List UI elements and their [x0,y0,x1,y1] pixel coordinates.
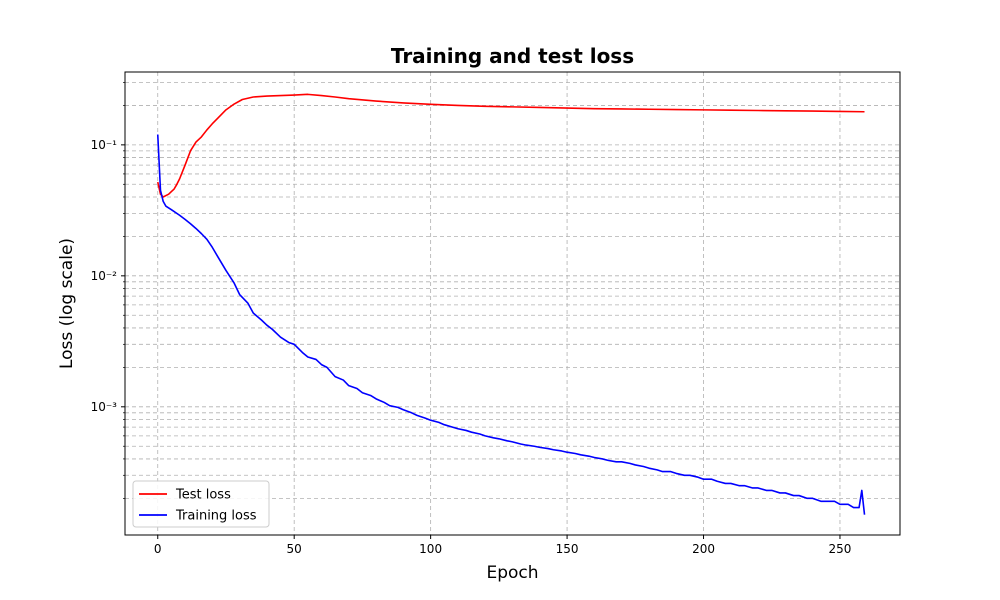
plot-frame [124,71,901,536]
grid [125,72,900,535]
x-tick-label: 0 [154,542,162,556]
y-tick-label: 10⁻³ [91,400,118,414]
series-line-training-loss [156,134,866,515]
x-tick-label: 150 [556,542,579,556]
y-tick-label: 10⁻¹ [91,138,118,152]
x-tick-label: 250 [829,542,852,556]
y-axis-title: Loss (log scale) [57,238,77,369]
series-layer [156,93,866,515]
x-tick-label: 100 [419,542,442,556]
legend-label: Training loss [175,509,257,524]
axes: 0 50 100 150 200 250 10⁻³ 10⁻² 10⁻¹ [91,82,852,556]
x-axis-title: Epoch [486,563,538,583]
x-tick-label: 50 [287,542,302,556]
x-tick-label: 200 [692,542,715,556]
legend: Test loss Training loss [132,480,270,528]
chart-title: Training and test loss [391,44,634,68]
legend-label: Test loss [175,488,231,503]
series-line-test-loss [156,93,865,198]
y-tick-label: 10⁻² [91,269,118,283]
